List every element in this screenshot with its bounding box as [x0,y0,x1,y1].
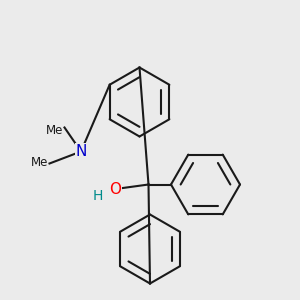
Text: O: O [110,182,122,196]
Text: Me: Me [46,124,63,137]
Text: N: N [75,144,87,159]
Text: H: H [92,190,103,203]
Text: Me: Me [31,155,48,169]
